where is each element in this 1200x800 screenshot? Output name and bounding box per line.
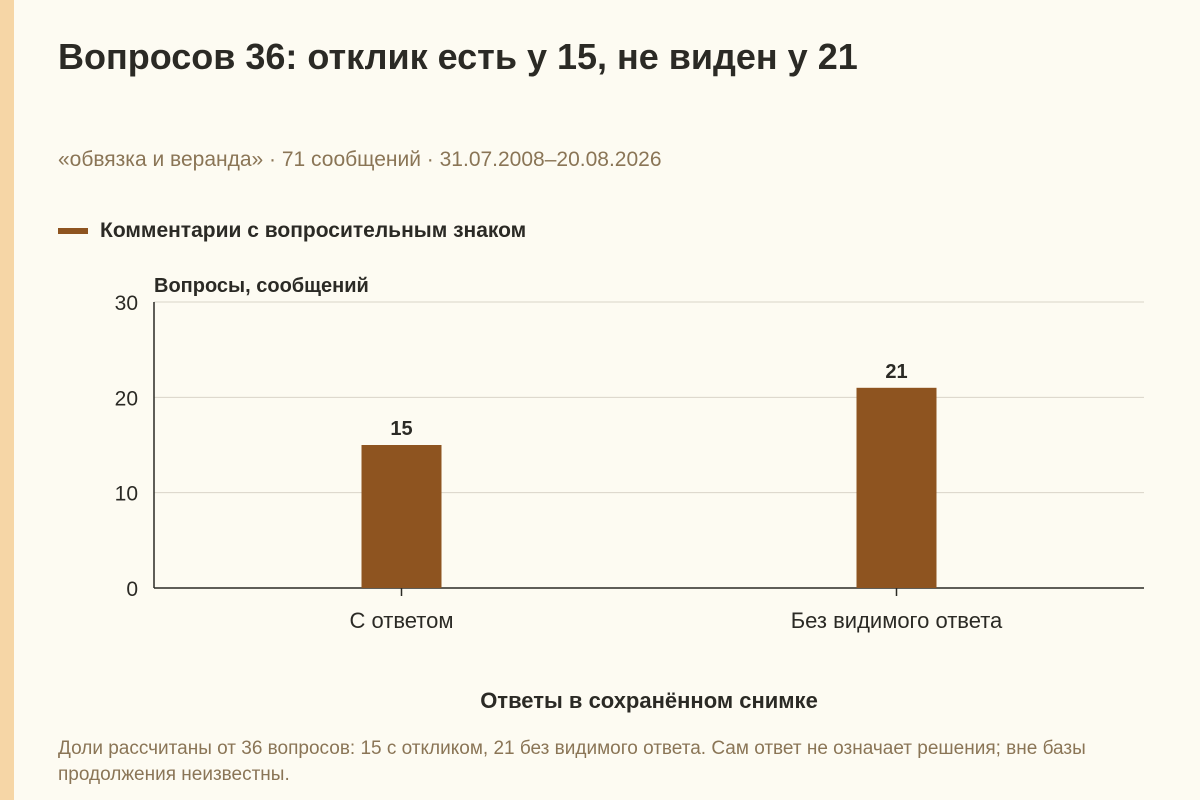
bar bbox=[856, 387, 937, 588]
y-tick-label: 30 bbox=[115, 292, 138, 315]
footnote: Доли рассчитаны от 36 вопросов: 15 с отк… bbox=[58, 738, 1086, 785]
x-axis-ticks: С ответом Без видимого ответа bbox=[350, 588, 1003, 633]
x-tick-label: С ответом bbox=[350, 608, 454, 633]
gridlines bbox=[154, 301, 1144, 494]
legend-swatch bbox=[58, 228, 88, 234]
legend: Комментарии с вопросительным знаком bbox=[58, 219, 526, 243]
chart-subtitle: «обвязка и веранда» · 71 сообщений · 31.… bbox=[58, 148, 662, 171]
legend-label: Комментарии с вопросительным знаком bbox=[100, 219, 527, 242]
page-title: Вопросов 36: отклик есть у 15, не виден … bbox=[58, 36, 858, 77]
x-axis-label: Ответы в сохранённом снимке bbox=[480, 688, 818, 713]
x-tick-label: Без видимого ответа bbox=[791, 608, 1003, 633]
data-label: 15 bbox=[390, 418, 412, 440]
bar bbox=[361, 445, 442, 588]
y-axis-label: Вопросы, сообщений bbox=[154, 275, 369, 297]
accent-stripe bbox=[0, 0, 14, 800]
y-tick-label: 10 bbox=[115, 483, 138, 506]
data-label: 21 bbox=[885, 361, 907, 383]
y-tick-label: 0 bbox=[126, 578, 138, 601]
y-axis-ticks: 0 10 20 30 bbox=[115, 292, 138, 601]
y-tick-label: 20 bbox=[115, 387, 138, 410]
